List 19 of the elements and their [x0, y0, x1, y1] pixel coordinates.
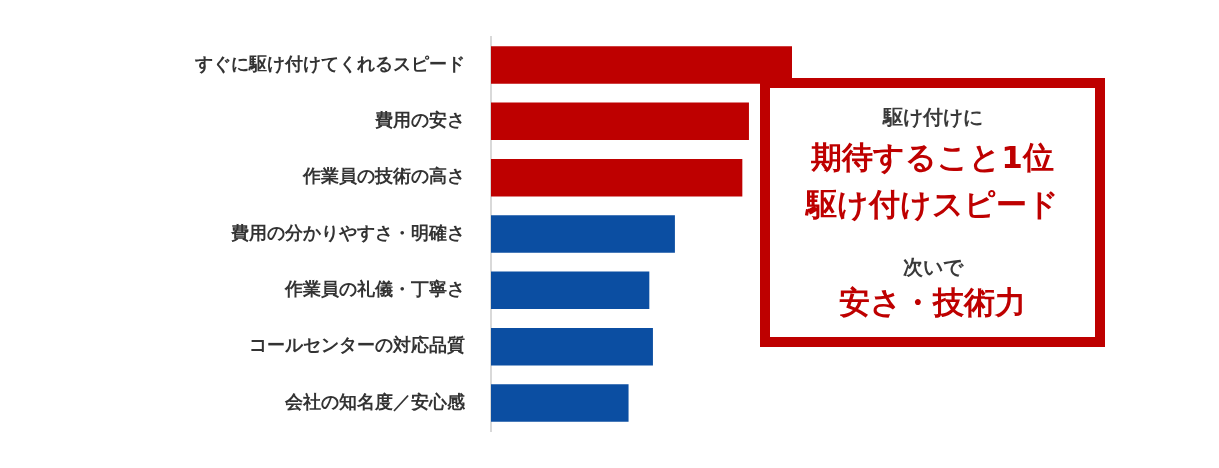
y-tick-label: 作業員の技術の高さ: [302, 165, 465, 187]
text: 駆け付けに: [881, 105, 984, 129]
y-tick-label: すぐに駆け付けてくれるスピード: [194, 52, 465, 74]
y-tick-label: 会社の知名度／安心感: [284, 390, 466, 412]
bar: [491, 158, 743, 197]
text: 駆け付けスピード: [804, 186, 1060, 224]
bar: [491, 384, 629, 422]
text: 期待すること1位: [810, 139, 1055, 177]
bar: [491, 271, 650, 310]
bar: [491, 327, 653, 366]
text: 次いで: [901, 255, 965, 279]
y-tick-label: コールセンターの対応品質: [249, 334, 465, 356]
y-tick-label: 作業員の礼儀・丁寧さ: [284, 278, 465, 300]
bar: [491, 46, 792, 84]
y-tick-label: 費用の分かりやすさ・明確さ: [230, 221, 465, 243]
text: 安さ・技術力: [838, 284, 1027, 322]
bar: [491, 102, 749, 141]
bar: [491, 215, 675, 253]
y-tick-label: 費用の安さ: [374, 108, 465, 130]
